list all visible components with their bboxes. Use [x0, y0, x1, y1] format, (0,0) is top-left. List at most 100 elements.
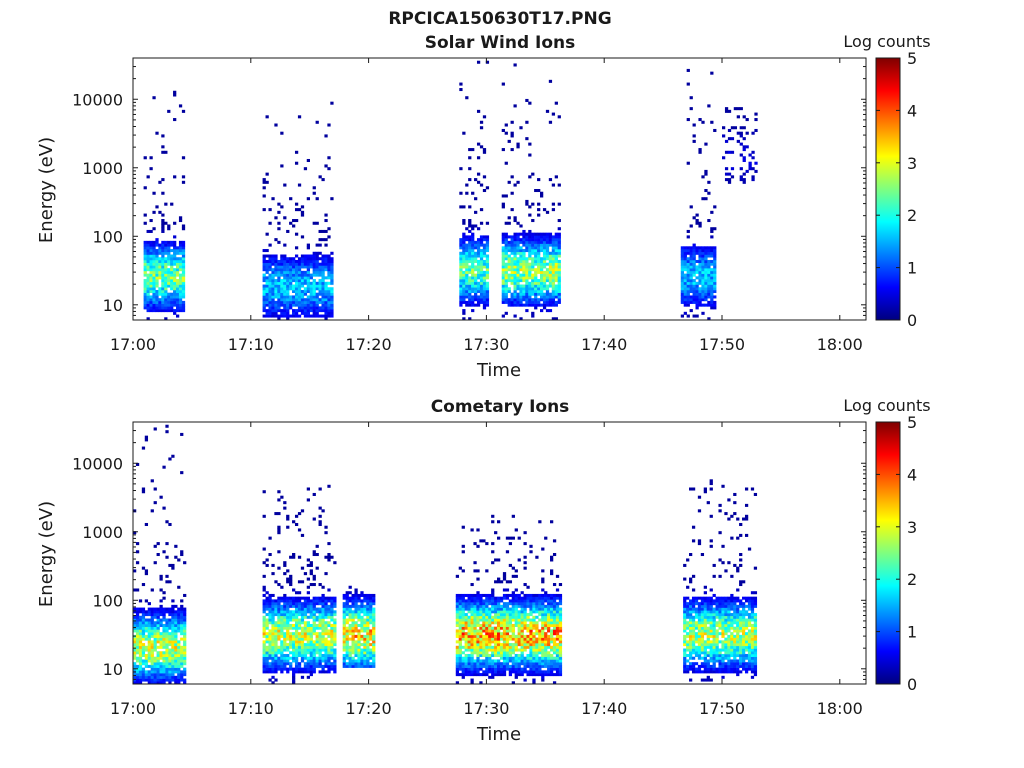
heatmap-cell	[135, 651, 140, 655]
heatmap-cell	[458, 621, 462, 625]
heatmap-cell	[462, 284, 466, 288]
heatmap-cell	[517, 659, 521, 663]
heatmap-cell	[686, 585, 690, 589]
heatmap-cell	[526, 656, 530, 660]
heatmap-cell	[686, 607, 690, 611]
heatmap-cell	[327, 670, 331, 674]
heatmap-cell	[523, 555, 527, 559]
heatmap-cell	[177, 681, 181, 684]
heatmap-cell	[468, 235, 472, 239]
heatmap-cell	[162, 623, 166, 627]
heatmap-cell	[262, 276, 266, 280]
heatmap-cell	[485, 262, 490, 266]
heatmap-cell	[283, 561, 287, 565]
heatmap-cell	[680, 254, 685, 258]
heatmap-cell	[162, 506, 166, 510]
heatmap-cell	[710, 120, 714, 124]
heatmap-cell	[330, 629, 334, 633]
heatmap-cell	[491, 645, 495, 649]
heatmap-cell	[277, 602, 281, 606]
heatmap-cell	[542, 295, 547, 299]
heatmap-cell	[330, 648, 334, 652]
heatmap-cell	[303, 662, 308, 666]
heatmap-cell	[698, 289, 702, 294]
heatmap-cell	[149, 243, 153, 247]
heatmap-cell	[526, 645, 530, 649]
heatmap-cell	[155, 289, 159, 294]
heatmap-cell	[280, 284, 284, 288]
heatmap-cell	[306, 629, 310, 633]
heatmap-cell	[544, 613, 548, 617]
heatmap-cell	[292, 599, 296, 603]
heatmap-cell	[680, 287, 685, 291]
heatmap-cell	[689, 224, 693, 228]
heatmap-cell	[262, 249, 266, 253]
heatmap-cell	[327, 613, 331, 617]
heatmap-cell	[262, 194, 266, 198]
heatmap-cell	[479, 120, 484, 124]
heatmap-cell	[177, 651, 181, 655]
heatmap-cell	[528, 101, 532, 105]
heatmap-cell	[162, 659, 166, 663]
heatmap-cell	[485, 673, 489, 677]
heatmap-cell	[294, 670, 299, 674]
heatmap-cell	[300, 659, 305, 663]
heatmap-cell	[277, 490, 281, 494]
heatmap-cell	[537, 292, 541, 296]
heatmap-cell	[138, 637, 143, 641]
heatmap-cell	[306, 268, 310, 272]
heatmap-cell	[327, 311, 331, 315]
heatmap-cell	[174, 604, 178, 608]
heatmap-cell	[168, 667, 172, 671]
heatmap-cell	[292, 298, 296, 302]
heatmap-cell	[161, 178, 165, 182]
heatmap-cell	[522, 243, 526, 247]
heatmap-cell	[710, 235, 714, 239]
heatmap-cell	[507, 180, 511, 184]
heatmap-cell	[271, 563, 275, 567]
heatmap-cell	[327, 599, 331, 603]
heatmap-cell	[303, 632, 308, 636]
heatmap-cell	[467, 610, 471, 614]
heatmap-cell	[692, 249, 696, 253]
heatmap-cell	[491, 670, 495, 674]
heatmap-cell	[164, 150, 168, 154]
heatmap-cell	[168, 632, 172, 636]
heatmap-cell	[265, 591, 269, 595]
heatmap-cell	[294, 295, 299, 299]
heatmap-cell	[525, 240, 529, 244]
heatmap-cell	[464, 602, 468, 606]
heatmap-cell	[534, 232, 538, 236]
heatmap-cell	[458, 648, 462, 652]
heatmap-cell	[330, 251, 334, 255]
heatmap-cell	[476, 273, 481, 277]
heatmap-cell	[455, 623, 460, 627]
heatmap-cell	[161, 289, 165, 294]
heatmap-cell	[149, 265, 153, 269]
heatmap-cell	[519, 303, 523, 307]
heatmap-cell	[167, 273, 171, 277]
heatmap-cell	[333, 629, 337, 633]
heatmap-cell	[153, 632, 157, 636]
heatmap-cell	[465, 227, 469, 231]
heatmap-cell	[159, 645, 163, 649]
heatmap-cell	[321, 273, 325, 277]
heatmap-cell	[455, 651, 460, 655]
heatmap-cell	[146, 229, 150, 233]
heatmap-cell	[321, 292, 325, 296]
heatmap-cell	[268, 281, 272, 285]
heatmap-cell	[150, 621, 154, 625]
heatmap-cell	[294, 634, 299, 638]
heatmap-cell	[476, 243, 481, 247]
heatmap-cell	[324, 265, 328, 269]
heatmap-cell	[330, 651, 334, 655]
heatmap-cell	[268, 610, 272, 614]
heatmap-cell	[135, 542, 140, 546]
heatmap-cell	[739, 178, 743, 182]
heatmap-cell	[545, 109, 550, 113]
heatmap-cell	[541, 656, 545, 660]
heatmap-cell	[504, 289, 508, 294]
heatmap-cell	[300, 276, 305, 280]
heatmap-cell	[557, 289, 561, 294]
